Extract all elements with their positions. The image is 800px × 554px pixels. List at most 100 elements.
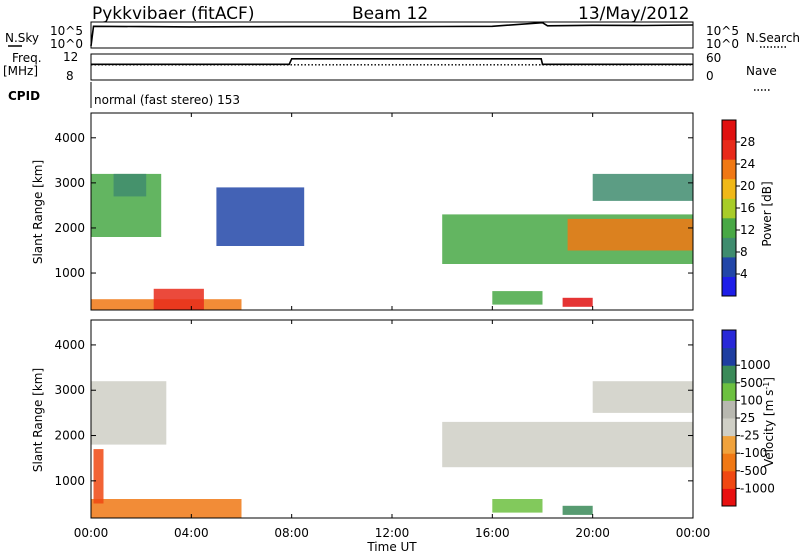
velocity-panel-frame	[90, 319, 694, 519]
freq-line	[91, 58, 693, 66]
heatmap-region	[153, 288, 204, 310]
nsky-tick-high: 10^5	[50, 24, 83, 38]
nsearch-tick-low: 10^0	[706, 37, 739, 51]
colorbar-swatch	[722, 256, 736, 277]
nsky-label: N.Sky	[5, 31, 39, 45]
x-tick-label: 08:00	[274, 526, 309, 540]
freq-series	[91, 58, 693, 66]
heatmap-region	[91, 499, 242, 518]
x-tick-label: 00:00	[74, 526, 109, 540]
colorbar-tick-label: 20	[740, 179, 755, 193]
x-tick-label: 04:00	[174, 526, 209, 540]
colorbar-swatch	[722, 347, 736, 366]
colorbar-swatch	[722, 435, 736, 454]
colorbar-swatch	[722, 237, 736, 258]
colorbar-swatch	[722, 488, 736, 507]
power-y-ticks: 1000 2000 3000 4000	[54, 131, 693, 280]
freq-unit-label: [MHz]	[3, 64, 38, 78]
nave-label: Nave	[746, 64, 777, 78]
colorbar-swatch	[722, 470, 736, 489]
power-panel-frame	[90, 112, 694, 311]
heatmap-region	[492, 291, 543, 305]
y-tick-label: 3000	[54, 383, 85, 397]
x-tick-label: 00:00	[676, 526, 711, 540]
colorbar-tick-label: 1000	[740, 358, 771, 372]
colorbar-tick-label: -500	[740, 464, 767, 478]
nsky-line	[90, 21, 694, 47]
colorbar-swatch	[722, 330, 736, 349]
colorbar-swatch	[722, 382, 736, 401]
velocity-colorbar-label: Velocity [m s-1]	[762, 377, 777, 467]
heatmap-region	[567, 218, 693, 251]
heatmap-region	[113, 173, 147, 197]
colorbar-tick-label: 28	[740, 135, 755, 149]
heatmap-region	[442, 421, 693, 468]
y-tick-label: 4000	[54, 338, 85, 352]
x-tick-label: 16:00	[475, 526, 510, 540]
colorbar-swatch	[722, 365, 736, 384]
colorbar-swatch	[722, 120, 736, 141]
heatmap-region	[562, 297, 593, 307]
colorbar-tick-label: 25	[740, 411, 755, 425]
date-title: 13/May/2012	[578, 4, 690, 24]
freq-label: Freq.	[12, 51, 42, 65]
colorbar-tick-label: 100	[740, 393, 763, 407]
colorbar-swatch	[722, 178, 736, 199]
colorbar-swatch	[722, 217, 736, 238]
power-y-axis-label: Slant Range [km]	[31, 160, 45, 264]
colorbar-swatch	[722, 400, 736, 419]
x-axis-label: Time UT	[366, 540, 417, 554]
cpid-label: CPID	[8, 89, 40, 103]
y-tick-label: 4000	[54, 131, 85, 145]
colorbar-swatch	[722, 159, 736, 180]
colorbar-tick-label: 8	[740, 245, 748, 259]
station-title: Pykkvibaer (fitACF)	[92, 4, 254, 24]
heatmap-region	[91, 381, 167, 445]
beam-title: Beam 12	[352, 4, 428, 24]
y-tick-label: 2000	[54, 429, 85, 443]
colorbar-swatch	[722, 453, 736, 472]
colorbar-tick-label: 24	[740, 157, 755, 171]
colorbar-tick-label: 4	[740, 267, 748, 281]
nsky-tick-low: 10^0	[50, 37, 83, 51]
heatmap-region	[93, 449, 104, 504]
velocity-y-ticks: 1000 2000 3000 4000	[54, 338, 693, 488]
heatmap-region	[216, 187, 305, 246]
velocity-y-axis-label: Slant Range [km]	[31, 368, 45, 472]
nsearch-label: N.Search	[746, 31, 800, 45]
power-colorbar: 4 8 12 16 20 24 28	[721, 119, 755, 297]
power-colorbar-label: Power [dB]	[760, 181, 774, 246]
colorbar-swatch	[722, 276, 736, 297]
time-x-ticks: 00:00 04:00 08:00 12:00 16:00 20:00 00:00	[74, 113, 711, 540]
colorbar-tick-label: 16	[740, 201, 755, 215]
colorbar-tick-label: 12	[740, 223, 755, 237]
cpid-text: normal (fast stereo) 153	[94, 93, 240, 107]
nsearch-tick-high: 10^5	[706, 24, 739, 38]
heatmap-region	[492, 499, 543, 513]
y-tick-label: 3000	[54, 176, 85, 190]
nave-tick-60: 60	[706, 51, 721, 65]
velocity-colorbar: -1000 -500 -100 -25 25 100 500 1000	[721, 329, 775, 507]
x-tick-label: 20:00	[575, 526, 610, 540]
colorbar-tick-label: -100	[740, 446, 767, 460]
noise-series	[90, 21, 694, 47]
power-heatmap-cells	[91, 173, 693, 310]
freq-panel-frame	[90, 53, 694, 81]
heatmap-region	[592, 381, 693, 413]
colorbar-tick-label: -1000	[740, 481, 775, 495]
y-tick-label: 2000	[54, 221, 85, 235]
heatmap-region	[592, 173, 693, 201]
heatmap-region	[562, 505, 593, 515]
colorbar-swatch	[722, 198, 736, 219]
freq-tick-12: 12	[63, 50, 78, 64]
velocity-heatmap-cells	[91, 381, 693, 518]
nave-tick-0: 0	[706, 69, 714, 83]
y-tick-label: 1000	[54, 266, 85, 280]
y-tick-label: 1000	[54, 474, 85, 488]
noise-panel-frame	[90, 21, 694, 49]
x-tick-label: 12:00	[375, 526, 410, 540]
colorbar-tick-label: -25	[740, 429, 760, 443]
colorbar-tick-label: 500	[740, 376, 763, 390]
colorbar-swatch	[722, 139, 736, 160]
